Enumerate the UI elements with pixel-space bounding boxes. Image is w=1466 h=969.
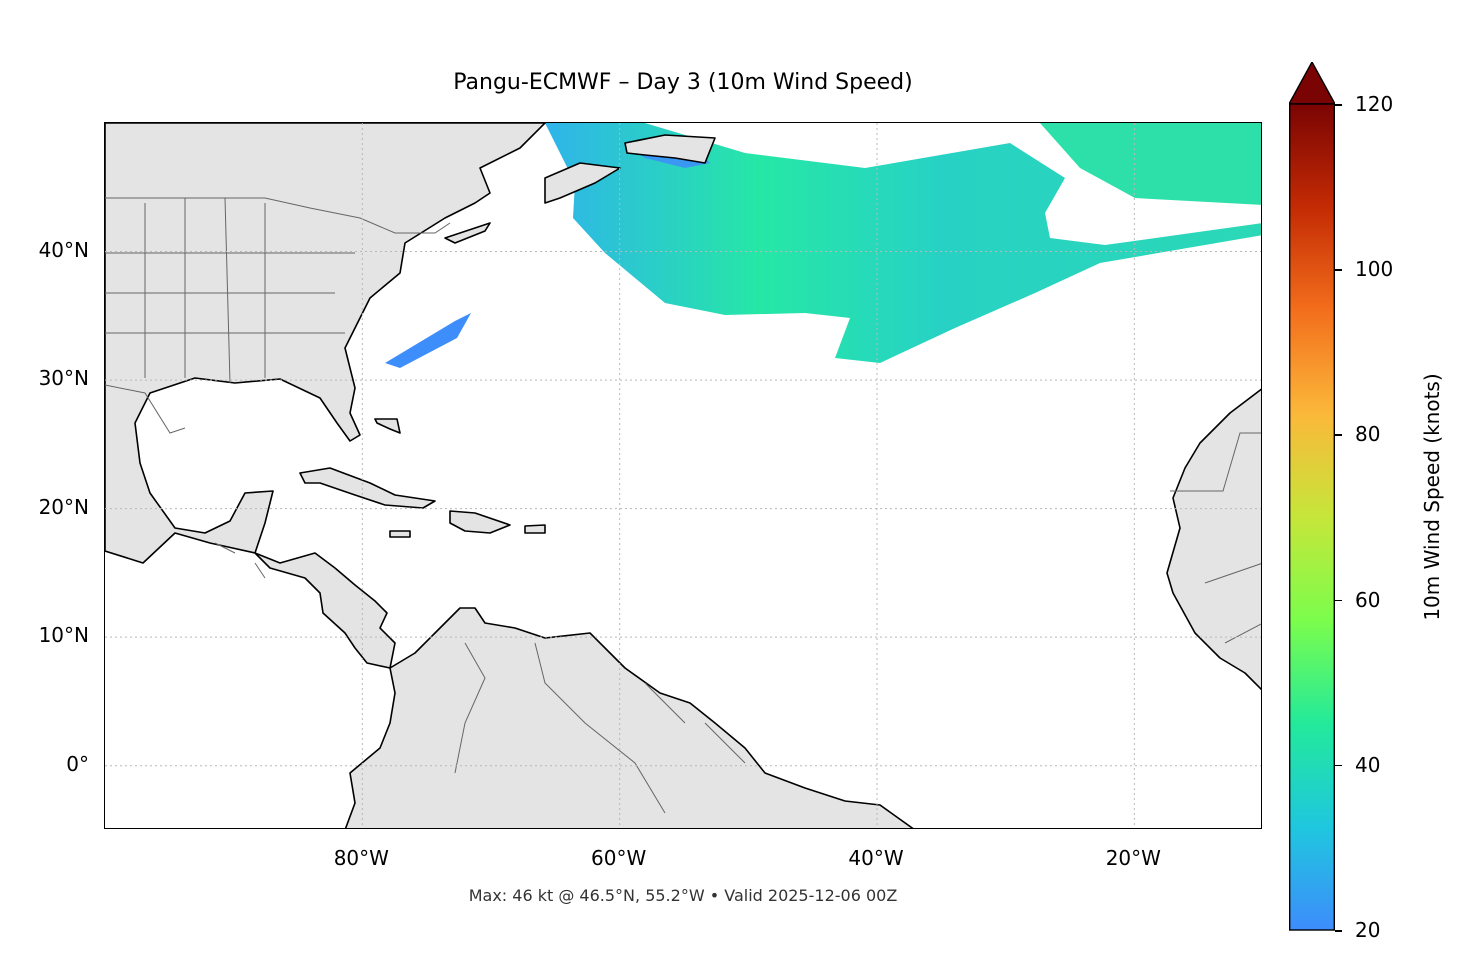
puerto-rico xyxy=(524,524,546,534)
colorbar-tick-label: 40 xyxy=(1355,752,1381,777)
wind-patch-offshore xyxy=(385,313,471,368)
lon-tick-label: 80°W xyxy=(333,846,389,870)
south-america-borders xyxy=(454,642,746,814)
lat-tick-label: 30°N xyxy=(38,366,89,391)
lat-tick-label: 20°N xyxy=(38,494,89,519)
jamaica xyxy=(389,530,411,538)
us-mexico-border xyxy=(105,384,186,434)
lat-tick-label: 10°N xyxy=(38,623,89,648)
graticule xyxy=(105,123,1261,828)
colorbar xyxy=(1289,62,1335,931)
north-america-land xyxy=(105,123,546,669)
land-masses xyxy=(105,123,1261,828)
hispaniola xyxy=(449,510,511,534)
colorbar-tick-label: 60 xyxy=(1355,587,1381,612)
nova-scotia xyxy=(544,162,621,204)
map-panel[interactable] xyxy=(104,122,1262,829)
colorbar-tick-label: 100 xyxy=(1355,257,1394,282)
colorbar-tick-label: 120 xyxy=(1355,92,1394,116)
map-canvas xyxy=(105,123,1261,828)
max-wind-footnote: Max: 46 kt @ 46.5°N, 55.2°W • Valid 2025… xyxy=(468,886,898,905)
colorbar-extend-arrow xyxy=(1289,62,1335,105)
colorbar-tick-mark xyxy=(1335,104,1342,106)
colorbar-tick-mark xyxy=(1335,930,1342,932)
colorbar-tick-label: 80 xyxy=(1355,422,1381,447)
africa-borders xyxy=(1170,432,1261,644)
colorbar-tick-mark xyxy=(1335,599,1342,602)
lon-tick-label: 40°W xyxy=(848,846,904,870)
lon-tick-label: 20°W xyxy=(1105,846,1161,870)
newfoundland xyxy=(624,134,716,164)
south-america-land xyxy=(344,607,914,828)
political-borders xyxy=(105,197,1261,814)
africa-land xyxy=(1166,388,1261,691)
colorbar-label: 10m Wind Speed (knots) xyxy=(1420,373,1444,621)
chart-title: Pangu-ECMWF – Day 3 (10m Wind Speed) xyxy=(453,70,913,95)
cuba xyxy=(299,467,436,509)
wind-swath-main xyxy=(545,123,1261,363)
colorbar-tick-label: 20 xyxy=(1355,918,1381,942)
lon-tick-label: 60°W xyxy=(591,846,647,870)
lat-tick-label: 40°N xyxy=(38,237,89,262)
us-states-border xyxy=(105,197,355,384)
lat-tick-label: 0° xyxy=(66,751,89,776)
colorbar-tick-mark xyxy=(1335,764,1342,767)
colorbar-gradient xyxy=(1289,103,1335,931)
central-america-border xyxy=(214,542,266,579)
long-island xyxy=(444,222,491,244)
us-canada-border xyxy=(105,197,451,234)
colorbar-tick-mark xyxy=(1335,434,1342,436)
bahamas xyxy=(374,418,401,434)
colorbar-tick-mark xyxy=(1335,269,1342,271)
wind-swath-northeast xyxy=(1040,123,1261,205)
